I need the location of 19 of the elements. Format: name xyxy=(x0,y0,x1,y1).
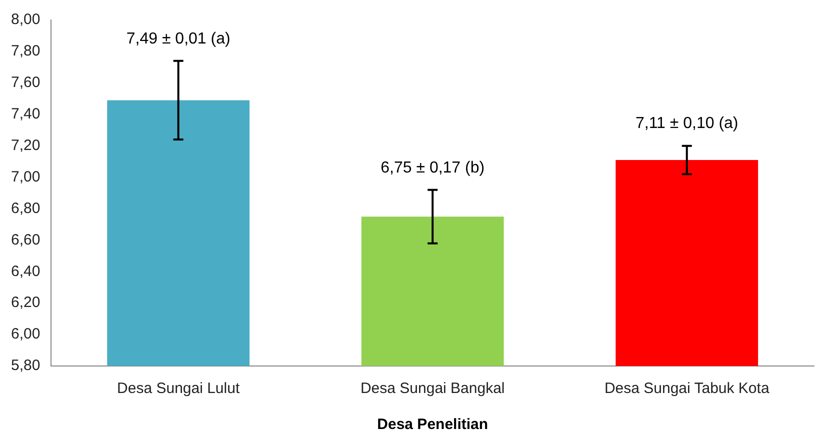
annotation: 7,11 ± 0,10 (a) xyxy=(635,115,738,132)
y-tick-label: 5,80 xyxy=(10,357,40,374)
x-tick-label: Desa Sungai Bangkal xyxy=(360,380,505,398)
y-tick-label: 7,20 xyxy=(10,136,40,154)
x-tick-label: Desa Sungai Lulut xyxy=(117,380,240,398)
x-axis-title: Desa Penelitian xyxy=(377,416,488,434)
y-tick-label: 6,80 xyxy=(10,200,40,217)
y-tick-label: 6,40 xyxy=(10,262,40,280)
annotation: 6,75 ± 0,17 (b) xyxy=(380,159,485,176)
annotation: 7,49 ± 0,01 (a) xyxy=(126,30,230,48)
y-tick-label: 8,00 xyxy=(10,11,40,28)
y-tick-label: 7,00 xyxy=(10,168,40,186)
y-tick-label: 7,40 xyxy=(10,106,40,123)
y-tick-label: 6,00 xyxy=(10,326,40,343)
y-tick-label: 6,60 xyxy=(10,231,40,248)
y-tick-label: 6,20 xyxy=(10,294,40,312)
x-tick-label: Desa Sungai Tabuk Kota xyxy=(604,380,770,398)
y-tick-label: 7,80 xyxy=(10,42,40,60)
y-tick-label: 7,60 xyxy=(10,74,40,92)
